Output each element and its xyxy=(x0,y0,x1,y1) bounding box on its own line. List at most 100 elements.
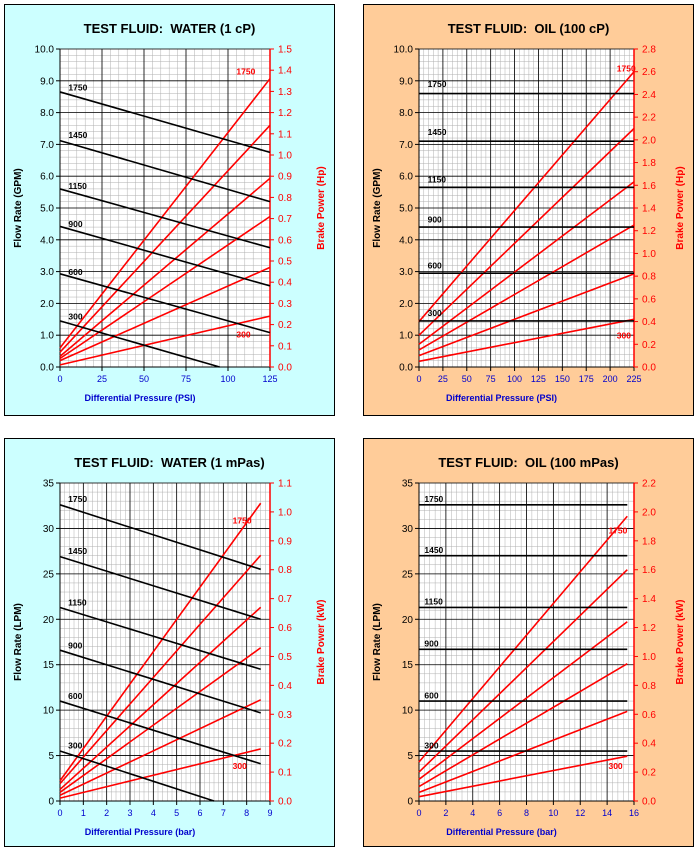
flow-series-label: 1750 xyxy=(68,494,87,504)
flow-line-1150 xyxy=(59,606,261,671)
x-tick-label: 16 xyxy=(629,808,639,818)
power-series-label: 1750 xyxy=(617,64,636,74)
flow-line-600 xyxy=(59,700,261,765)
panel-water-cp: TEST FLUID: WATER (1 cP) 0 25 50 75 100 125 0.… xyxy=(4,4,335,416)
flow-series-label: 600 xyxy=(68,267,82,277)
y-tick-label: 25 xyxy=(402,569,414,580)
power-series-label: 1750 xyxy=(608,526,627,536)
x-axis-label: Differential Pressure (PSI) xyxy=(446,393,557,403)
power-series-label: 300 xyxy=(233,761,247,771)
x-tick-label: 7 xyxy=(221,808,226,818)
y2-tick-label: 1.0 xyxy=(278,151,292,162)
flow-series-label: 1150 xyxy=(428,175,447,185)
power-line-900 xyxy=(418,224,635,351)
y-tick-label: 5 xyxy=(407,751,413,762)
y-tick-label: 5.0 xyxy=(399,204,413,215)
x-tick-label: 0 xyxy=(416,374,421,384)
flow-line-1750 xyxy=(59,504,261,571)
x-tick-label: 200 xyxy=(603,374,618,384)
y2-tick-label: 1.2 xyxy=(642,226,656,237)
panel-oil-mpas: TEST FLUID: OIL (100 mPas) 0 2 4 6 8 10 12 14 16… xyxy=(363,438,694,847)
flow-series-label: 1750 xyxy=(424,494,443,504)
y2-tick-label: 0.3 xyxy=(278,710,292,721)
power-line-1450 xyxy=(59,124,271,353)
y2-tick-label: 0.9 xyxy=(278,536,292,547)
y2-tick-label: 0.6 xyxy=(642,710,656,721)
y-axis-label: Flow Rate (LPM) xyxy=(13,603,24,681)
flow-series-label: 1750 xyxy=(428,79,447,89)
flow-series-label: 600 xyxy=(424,690,438,700)
panel-oil-cp: TEST FLUID: OIL (100 cP) 0 25 50 75 100 125 15… xyxy=(363,4,694,416)
y2-tick-label: 2.4 xyxy=(642,90,656,101)
x-tick-label: 6 xyxy=(497,808,502,818)
power-line-600 xyxy=(418,273,635,357)
chart-oil-cp: 0 25 50 75 100 125 150 175 200 2250.01.02.03.04.0… xyxy=(372,45,686,404)
x-tick-label: 100 xyxy=(220,374,235,384)
power-line-300 xyxy=(59,315,271,366)
x-tick-label: 125 xyxy=(262,374,277,384)
y2-tick-label: 0.6 xyxy=(642,294,656,305)
y-tick-label: 15 xyxy=(402,660,414,671)
y-tick-label: 1.0 xyxy=(40,331,54,342)
y2-tick-label: 0.6 xyxy=(278,235,292,246)
chart-water-cp: 0 25 50 75 100 1250.01.02.03.04.05.06.07.08.0… xyxy=(13,45,327,404)
flow-series-label: 1750 xyxy=(68,82,87,92)
x-tick-label: 0 xyxy=(57,374,62,384)
power-line-300 xyxy=(59,748,261,799)
power-series-label: 300 xyxy=(617,331,631,341)
plot-area xyxy=(60,483,270,801)
flow-series-label: 1450 xyxy=(424,545,443,555)
y2-tick-label: 0.5 xyxy=(278,652,292,663)
y2-tick-label: 0.8 xyxy=(642,681,656,692)
x-tick-label: 75 xyxy=(181,374,191,384)
x-axis-label: Differential Pressure (PSI) xyxy=(84,393,195,403)
y-tick-label: 30 xyxy=(402,524,414,535)
flow-series-label: 1150 xyxy=(68,181,87,191)
y-axis-label: Flow Rate (GPM) xyxy=(372,168,383,247)
x-tick-label: 25 xyxy=(97,374,107,384)
y-tick-label: 5 xyxy=(48,751,54,762)
y-tick-label: 9.0 xyxy=(399,76,413,87)
y2-tick-label: 0.0 xyxy=(278,797,292,808)
y2-tick-label: 1.6 xyxy=(642,181,656,192)
y2-tick-label: 0.2 xyxy=(642,340,656,351)
y2-tick-label: 1.1 xyxy=(278,479,292,490)
y-tick-label: 30 xyxy=(43,524,55,535)
x-tick-label: 8 xyxy=(524,808,529,818)
x-tick-label: 2 xyxy=(443,808,448,818)
chart-title: TEST FLUID: OIL (100 mPas) xyxy=(438,455,619,470)
y2-tick-label: 1.3 xyxy=(278,87,292,98)
flow-series-label: 600 xyxy=(428,260,442,270)
flow-series-label: 1150 xyxy=(68,598,87,608)
x-tick-label: 50 xyxy=(139,374,149,384)
y2-tick-label: 1.0 xyxy=(642,249,656,260)
x-tick-label: 9 xyxy=(267,808,272,818)
flow-line-900 xyxy=(59,649,261,714)
flow-line-300 xyxy=(59,750,215,802)
y2-axis-label: Brake Power (kW) xyxy=(316,599,327,684)
power-line-300 xyxy=(418,755,628,798)
y2-tick-label: 2.6 xyxy=(642,67,656,78)
flow-line-1450 xyxy=(59,139,271,203)
x-axis-label: Differential Pressure (bar) xyxy=(446,827,557,837)
y2-tick-label: 0.4 xyxy=(278,278,292,289)
x-tick-label: 100 xyxy=(507,374,522,384)
y2-tick-label: 1.4 xyxy=(642,594,656,605)
flow-series-label: 1450 xyxy=(68,546,87,556)
y-tick-label: 20 xyxy=(43,615,55,626)
y-tick-label: 5.0 xyxy=(40,204,54,215)
power-series-label: 300 xyxy=(608,761,622,771)
y2-tick-label: 1.6 xyxy=(642,565,656,576)
y2-tick-label: 0.6 xyxy=(278,623,292,634)
flow-series-label: 1450 xyxy=(68,130,87,140)
x-tick-label: 225 xyxy=(626,374,641,384)
x-tick-label: 75 xyxy=(486,374,496,384)
y2-tick-label: 0.4 xyxy=(278,681,292,692)
power-line-900 xyxy=(59,647,262,793)
x-tick-label: 175 xyxy=(579,374,594,384)
y-tick-label: 6.0 xyxy=(399,172,413,183)
y2-tick-label: 0.0 xyxy=(278,363,292,374)
y-tick-label: 10.0 xyxy=(35,45,55,56)
y2-tick-label: 0.0 xyxy=(642,797,656,808)
y2-tick-label: 1.8 xyxy=(642,158,656,169)
